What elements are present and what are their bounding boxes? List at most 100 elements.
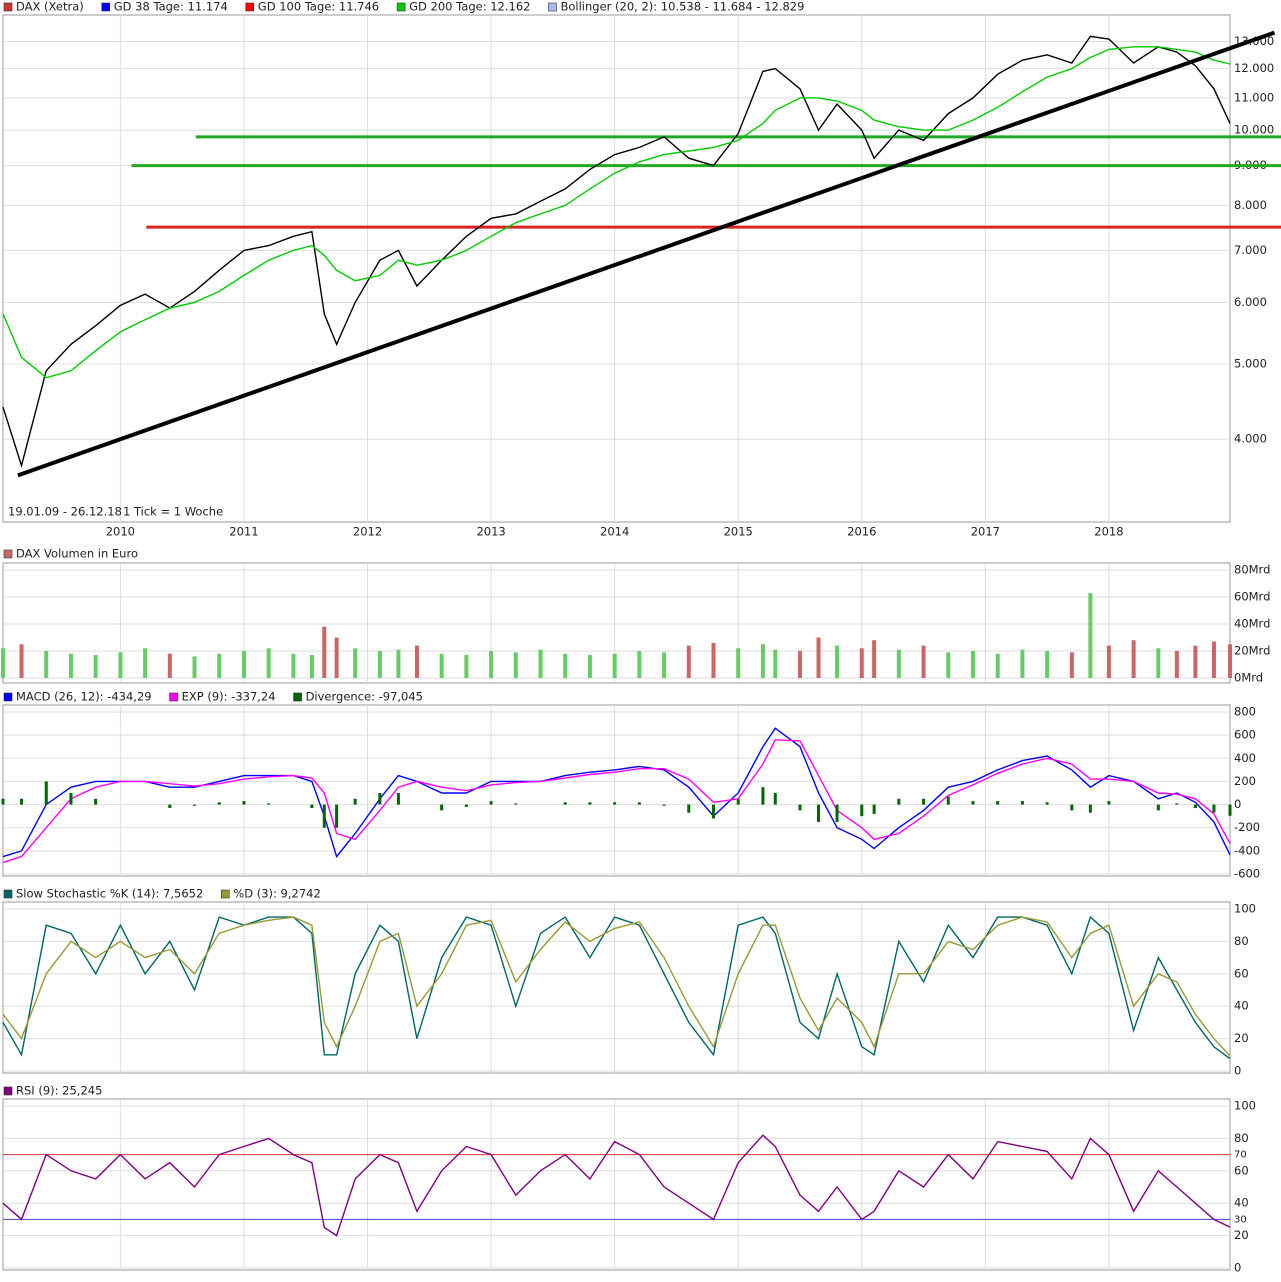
- volume-bar: [896, 649, 901, 678]
- y-tick-label: 80: [1234, 1131, 1249, 1145]
- divergence-bar: [835, 804, 839, 822]
- legend-label: MACD (26, 12): -434,29: [16, 690, 152, 704]
- divergence-bar: [1193, 804, 1197, 809]
- legend-swatch: [3, 692, 13, 702]
- y-tick-label: 8.000: [1234, 198, 1267, 212]
- divergence-bar: [193, 804, 197, 806]
- volume-bar: [1045, 651, 1050, 678]
- volume-bar: [970, 651, 975, 678]
- volume-bar: [872, 640, 877, 678]
- volume-bar: [1106, 645, 1111, 678]
- x-tick-label: 2011: [229, 525, 258, 539]
- legend-label: EXP (9): -337,24: [182, 690, 276, 704]
- volume-bar: [859, 648, 864, 678]
- legend-label: Divergence: -97,045: [306, 690, 423, 704]
- legend-label: GD 100 Tage: 11.746: [258, 0, 379, 14]
- series-line: [2, 1134, 1231, 1237]
- volume-bar: [1088, 592, 1093, 678]
- volume-bar: [44, 651, 49, 678]
- series-line: [2, 739, 1231, 864]
- volume-bar: [19, 644, 24, 678]
- divergence-bar: [489, 801, 493, 805]
- y-tick-label: 800: [1234, 705, 1256, 719]
- volume-bar: [773, 649, 778, 678]
- legend-label: RSI (9): 25,245: [16, 1084, 102, 1098]
- volume-bar: [353, 648, 358, 678]
- divergence-bar: [860, 804, 864, 817]
- volume-bar: [167, 653, 172, 678]
- volume-bar: [414, 645, 419, 678]
- volume-bar: [711, 642, 716, 678]
- volume-bar: [118, 652, 123, 678]
- y-tick-label: 10.000: [1234, 123, 1274, 137]
- legend-label: Bollinger (20, 2): 10.538 - 11.684 - 12.…: [560, 0, 804, 14]
- y-tick-label: 40Mrd: [1234, 617, 1270, 631]
- y-tick-label: 20: [1234, 1031, 1249, 1045]
- y-tick-label: 60: [1234, 1163, 1249, 1177]
- volume-bar: [266, 648, 271, 678]
- legend-swatch: [245, 2, 255, 12]
- x-tick-label: 2014: [600, 525, 629, 539]
- volume-bar: [587, 655, 592, 678]
- divergence-bar: [971, 801, 975, 805]
- volume-bar: [334, 637, 339, 678]
- legend-label: DAX Volumen in Euro: [16, 547, 138, 561]
- y-tick-label: 7.000: [1234, 243, 1267, 257]
- volume-bar: [1193, 645, 1198, 678]
- legend-swatch: [101, 2, 111, 12]
- y-tick-label: 100: [1234, 902, 1256, 916]
- volume-bar: [662, 652, 667, 678]
- divergence-bar: [736, 798, 740, 805]
- level-label: 70: [1234, 1150, 1247, 1161]
- x-tick-label: 2015: [724, 525, 753, 539]
- volume-bar: [736, 648, 741, 678]
- y-tick-label: 11.000: [1234, 90, 1274, 104]
- divergence-bar: [588, 802, 592, 805]
- volume-bar: [1020, 649, 1025, 678]
- y-tick-label: -200: [1234, 820, 1260, 834]
- legend-swatch: [3, 1086, 13, 1096]
- volume-bar: [1069, 652, 1074, 678]
- volume-bar: [1211, 641, 1216, 678]
- divergence-bar: [310, 804, 314, 809]
- y-tick-label: 0: [1234, 1261, 1241, 1275]
- legend-label: GD 200 Tage: 12.162: [409, 0, 530, 14]
- tick-note: 1 Tick = 1 Woche: [123, 505, 223, 519]
- divergence-bar: [817, 804, 821, 822]
- y-tick-label: -400: [1234, 843, 1260, 857]
- volume-bar: [538, 649, 543, 678]
- series-line: [2, 46, 1231, 379]
- divergence-bar: [563, 802, 567, 805]
- y-tick-label: 40: [1234, 1196, 1249, 1210]
- plot-frame: [2, 901, 1231, 1074]
- volume-bar: [1156, 648, 1161, 678]
- divergence-bar: [687, 804, 691, 813]
- volume-bar: [464, 655, 469, 678]
- divergence-bar: [396, 793, 400, 805]
- date-range: 19.01.09 - 26.12.18: [8, 505, 122, 519]
- volume-bar: [322, 626, 327, 678]
- volume-bar: [995, 653, 1000, 678]
- divergence-bar: [1228, 804, 1232, 816]
- plot-frame: [2, 1098, 1231, 1271]
- x-tick-label: 2017: [971, 525, 1000, 539]
- volume-bar: [396, 649, 401, 678]
- volume-bar: [192, 656, 197, 678]
- legend-swatch: [220, 889, 230, 899]
- divergence-bar: [168, 804, 172, 809]
- volume-bar: [309, 655, 314, 678]
- divergence-bar: [1070, 804, 1074, 811]
- volume-bar: [489, 651, 494, 678]
- divergence-bar: [798, 804, 802, 811]
- volume-bar: [1228, 644, 1232, 678]
- divergence-bar: [440, 804, 444, 811]
- y-tick-label: 20Mrd: [1234, 644, 1270, 658]
- volume-bar: [637, 651, 642, 678]
- volume-bar: [1174, 651, 1179, 678]
- divergence-bar: [872, 804, 876, 814]
- y-tick-label: 0: [1234, 1064, 1241, 1078]
- divergence-bar: [1156, 804, 1160, 811]
- divergence-bar: [20, 798, 24, 805]
- volume-bar: [835, 645, 840, 678]
- plot-frame: [2, 14, 1231, 523]
